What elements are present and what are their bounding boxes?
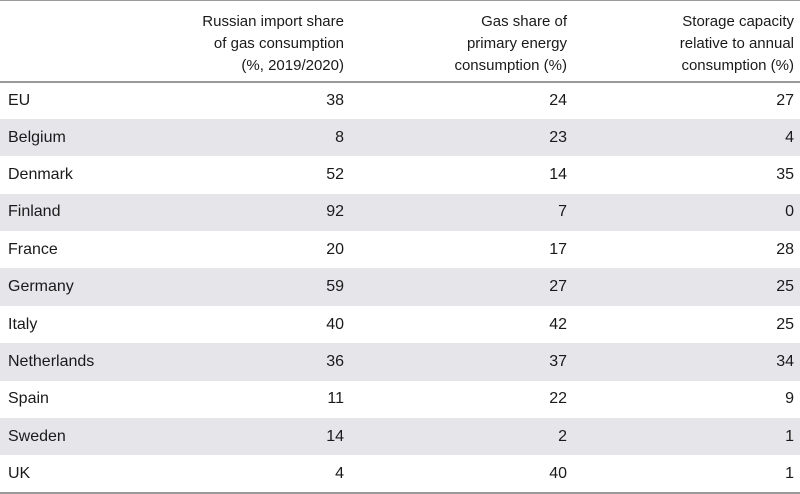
table-cell-russian-import-share: 36 [326,352,344,370]
table-cell-gas-share: 14 [549,165,567,183]
table-cell-storage-capacity: 34 [776,352,794,370]
table-cell-country: UK [0,455,160,494]
table-cell-storage-capacity: 35 [776,165,794,183]
table-cell-country: EU [8,91,31,109]
table-cell-gas-share: 23 [549,128,567,146]
table-row: Netherlands 36 37 34 [0,343,800,381]
table-cell-gas-share: 24 [549,91,567,109]
table-cell-country: Finland [8,203,61,221]
table-cell-russian-import-share: 59 [326,278,344,296]
header-line: Storage capacity [682,12,794,30]
table-row: Finland 92 7 0 [0,193,800,232]
table-cell-country: Sweden [8,427,66,445]
table-cell-country: France [8,240,58,258]
header-line: Gas share of [481,12,567,30]
table-cell-storage-capacity: 1 [573,455,800,494]
table-header: Russian import share of gas consumption … [0,0,800,83]
header-line: primary energy [466,34,567,52]
table-cell-storage-capacity: 25 [776,278,794,296]
table-cell-russian-import-share: 40 [326,315,344,333]
table-row: Spain 11 22 9 [0,381,800,418]
table-cell-country: Spain [8,390,49,408]
table-cell-storage-capacity: 25 [776,315,794,333]
header-line: relative to annual [679,34,794,52]
table-cell-storage-capacity: 1 [785,427,794,445]
table-cell-storage-capacity: 4 [785,128,794,146]
table-row: Sweden 14 2 1 [0,418,800,456]
header-country [0,0,160,83]
table-cell-storage-capacity: 27 [776,91,794,109]
table-cell-russian-import-share: 52 [326,165,344,183]
table-row: Italy 40 42 25 [0,306,800,343]
header-russian-import-share: Russian import share of gas consumption … [160,0,350,83]
table-row: Germany 59 27 25 [0,268,800,306]
table-cell-country: Germany [8,278,74,296]
header-row: Russian import share of gas consumption … [0,0,800,83]
table-cell-country: Italy [8,315,38,333]
table-cell-gas-share: 40 [350,455,573,494]
table-cell-country: Denmark [8,165,73,183]
table-cell-gas-share: 42 [549,315,567,333]
table-cell-country: Belgium [8,128,66,146]
table-cell-country: Netherlands [8,352,95,370]
table-cell-gas-share: 2 [558,427,567,445]
table-row: France 20 17 28 [0,231,800,268]
header-line: consumption (%) [454,56,567,74]
header-storage-capacity: Storage capacity relative to annual cons… [573,0,800,83]
table-cell-gas-share: 22 [549,390,567,408]
table-cell-storage-capacity: 9 [785,390,794,408]
header-line: of gas consumption [213,34,344,52]
header-line: consumption (%) [681,56,794,74]
table-cell-russian-import-share: 14 [326,427,344,445]
table-row: EU 38 24 27 [0,82,800,119]
table-cell-gas-share: 27 [549,278,567,296]
table-cell-gas-share: 7 [558,203,567,221]
table-cell-storage-capacity: 0 [785,203,794,221]
header-line: (%, 2019/2020) [241,56,344,74]
table-cell-russian-import-share: 38 [326,91,344,109]
table-cell-russian-import-share: 4 [160,455,350,494]
table-cell-russian-import-share: 11 [327,390,344,408]
table-body: EU 38 24 27 Belgium 8 23 4 Denmark 52 14 35 Finland 9… [0,82,800,494]
table-cell-russian-import-share: 92 [326,203,344,221]
table-row: Denmark 52 14 35 [0,156,800,193]
table-cell-gas-share: 17 [549,240,567,258]
table-cell-storage-capacity: 28 [776,240,794,258]
table-cell-russian-import-share: 20 [326,240,344,258]
table-row: UK 4 40 1 [0,455,800,494]
header-line: Russian import share [202,12,344,30]
table-cell-russian-import-share: 8 [335,128,344,146]
header-gas-share: Gas share of primary energy consumption … [350,0,573,83]
table-row: Belgium 8 23 4 [0,118,800,157]
table-cell-gas-share: 37 [549,352,567,370]
